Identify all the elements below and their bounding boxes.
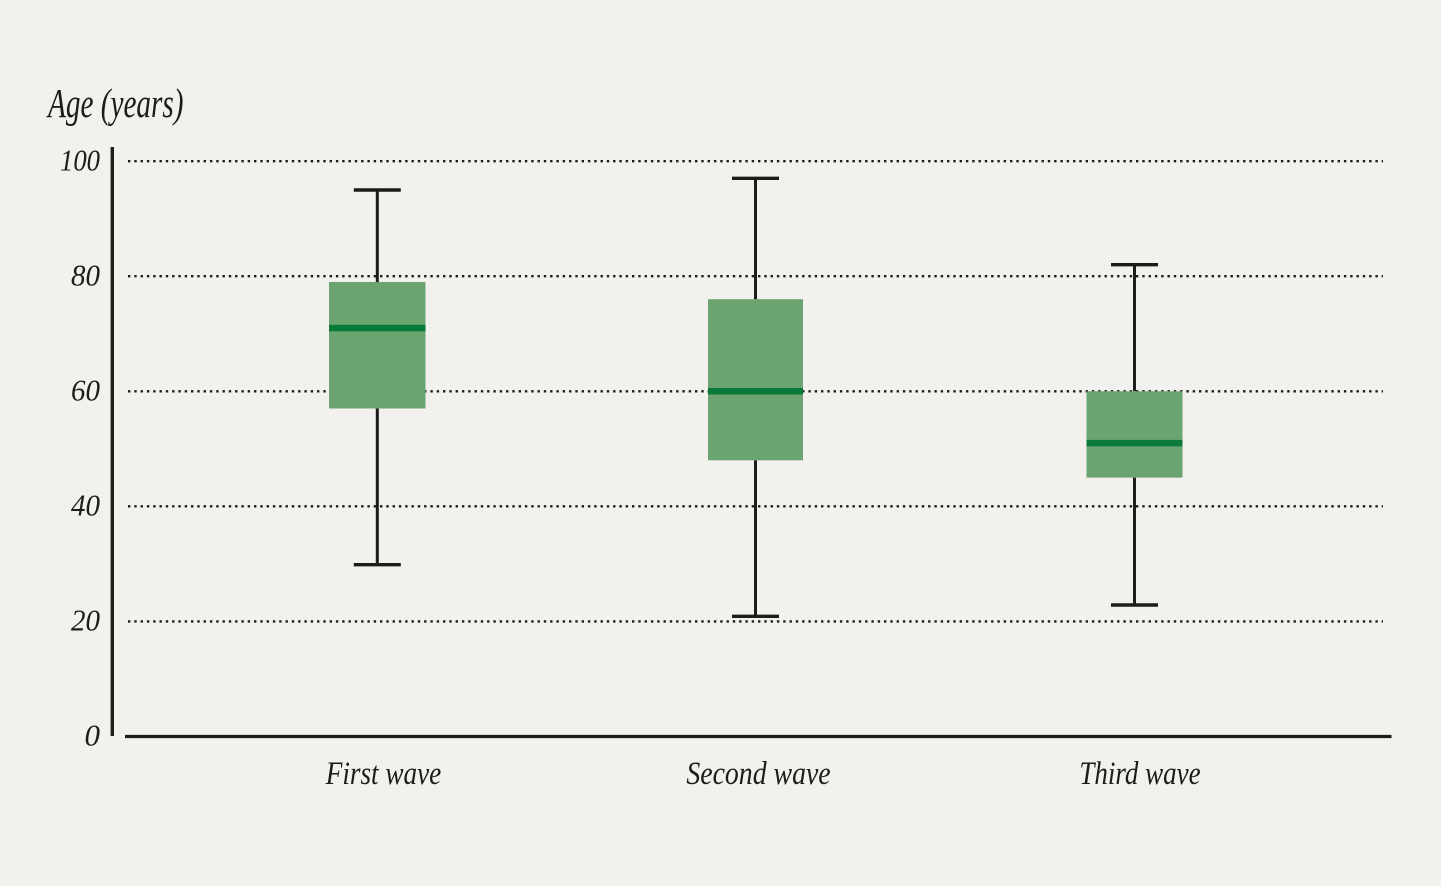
- svg-text:0: 0: [85, 718, 101, 753]
- svg-text:Third wave: Third wave: [1079, 756, 1200, 792]
- svg-text:100: 100: [60, 143, 100, 178]
- svg-text:20: 20: [71, 603, 100, 638]
- svg-text:80: 80: [71, 258, 100, 293]
- svg-text:60: 60: [71, 373, 100, 408]
- svg-text:First wave: First wave: [325, 756, 441, 792]
- svg-text:40: 40: [71, 488, 100, 523]
- svg-text:Age (years): Age (years): [46, 80, 184, 126]
- svg-text:Second wave: Second wave: [686, 756, 830, 792]
